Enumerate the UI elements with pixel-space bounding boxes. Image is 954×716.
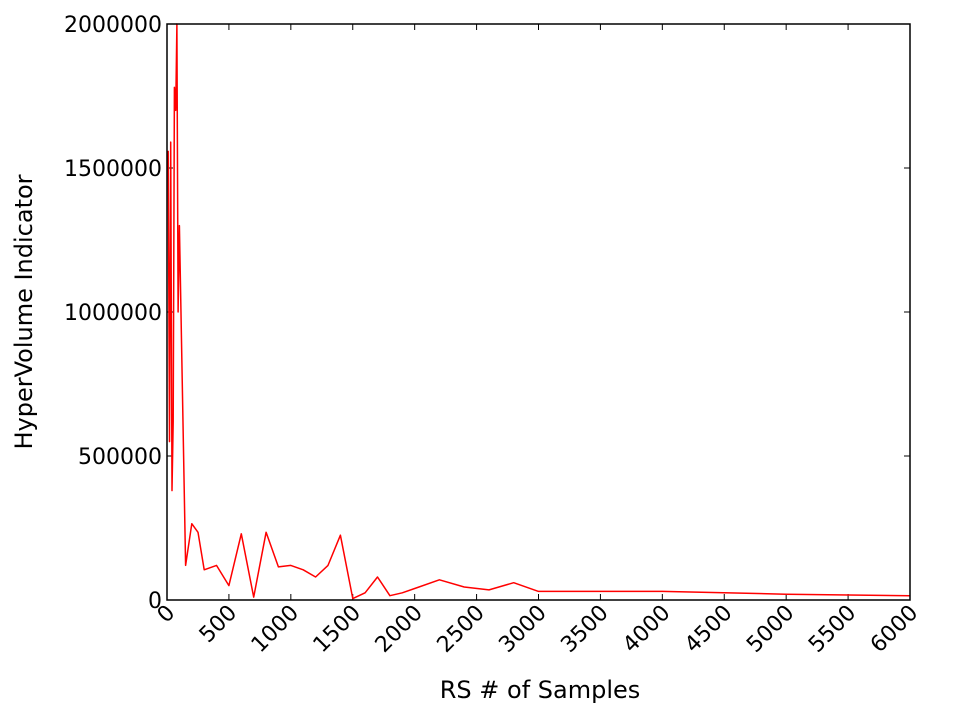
x-tick-label: 3000	[494, 601, 551, 658]
y-tick-label: 500000	[78, 445, 162, 470]
y-tick-label: 2000000	[64, 13, 162, 38]
ticks-layer	[166, 23, 911, 601]
x-tick-label: 500	[195, 601, 242, 648]
x-tick-label: 4000	[618, 601, 675, 658]
x-tick-label: 2000	[371, 601, 428, 658]
x-tick-label: 3500	[556, 601, 613, 658]
y-tick-label: 0	[148, 589, 162, 614]
plot-frame	[166, 23, 911, 601]
x-axis-label: RS # of Samples	[440, 676, 641, 704]
x-tick-label: 5500	[804, 601, 861, 658]
x-tick-label: 4500	[680, 601, 737, 658]
series-layer	[167, 23, 911, 600]
x-tick-label: 1500	[309, 601, 366, 658]
x-tick-label: 6000	[866, 601, 923, 658]
x-tick-label: 1000	[247, 601, 304, 658]
x-tick-label: 5000	[742, 601, 799, 658]
y-axis-label: HyperVolume Indicator	[10, 174, 38, 449]
y-tick-label: 1000000	[64, 301, 162, 326]
series-line	[167, 23, 911, 600]
x-tick-label: 2500	[433, 601, 490, 658]
y-tick-label: 1500000	[64, 157, 162, 182]
tick-labels-layer: 0 500 1000 1500 2000 2500 3000 3500 4000 4500 5000…	[64, 13, 923, 658]
